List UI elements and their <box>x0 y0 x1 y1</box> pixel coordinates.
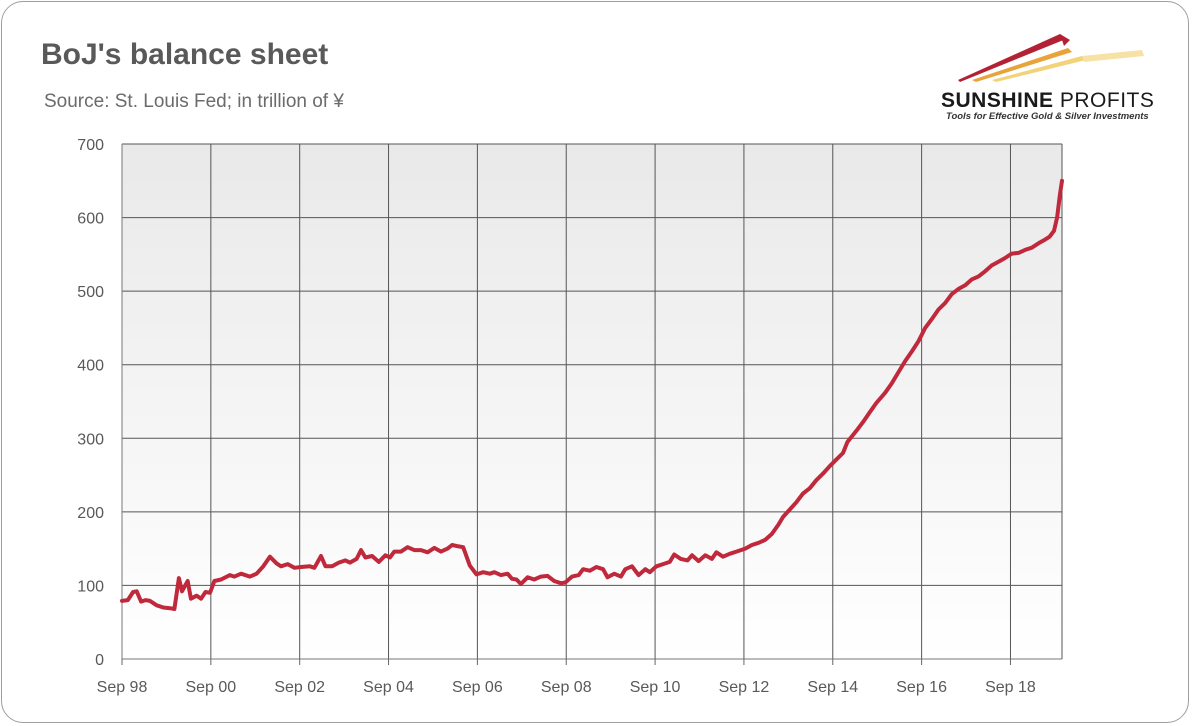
x-tick-label: Sep 08 <box>541 679 592 696</box>
axes <box>121 144 1062 660</box>
x-tick-label: Sep 00 <box>185 679 236 696</box>
logo-tagline: Tools for Effective Gold & Silver Invest… <box>946 111 1149 122</box>
sunshine-profits-logo: SUNSHINE PROFITS Tools for Effective Gol… <box>932 30 1172 130</box>
x-tick-label: Sep 14 <box>807 679 858 696</box>
x-tick-label: Sep 10 <box>630 679 681 696</box>
logo-name: SUNSHINE PROFITS <box>941 89 1154 113</box>
y-tick-label: 400 <box>77 358 104 375</box>
x-tick-label: Sep 06 <box>452 679 503 696</box>
y-axis-ticks: 0 100 200 300 400 500 600 700 <box>77 137 104 669</box>
logo-name-light: PROFITS <box>1053 89 1155 112</box>
x-tick-label: Sep 02 <box>274 679 325 696</box>
x-tick-label: Sep 16 <box>896 679 947 696</box>
y-tick-label: 600 <box>77 211 104 228</box>
series-line <box>120 178 1064 611</box>
x-tick-label: Sep 12 <box>719 679 770 696</box>
x-tick-label: Sep 04 <box>363 679 414 696</box>
x-axis-ticks: Sep 98 Sep 00 Sep 02 Sep 04 Sep 06 Sep 08 Sep … <box>97 659 1036 696</box>
chart-title: BoJ's balance sheet <box>41 38 329 71</box>
y-tick-label: 700 <box>77 137 104 154</box>
y-tick-label: 500 <box>77 284 104 301</box>
logo-name-bold: SUNSHINE <box>941 89 1054 112</box>
plot-area <box>122 144 1062 659</box>
y-tick-label: 300 <box>77 431 104 448</box>
logo-rays-icon <box>958 34 1144 82</box>
x-tick-label: Sep 18 <box>985 679 1036 696</box>
chart-subtitle: Source: St. Louis Fed; in trillion of ¥ <box>44 91 344 112</box>
y-tick-label: 100 <box>77 578 104 595</box>
gridlines <box>122 143 1063 659</box>
y-tick-label: 0 <box>95 652 104 669</box>
y-tick-label: 200 <box>77 505 104 522</box>
x-tick-label: Sep 98 <box>97 679 148 696</box>
